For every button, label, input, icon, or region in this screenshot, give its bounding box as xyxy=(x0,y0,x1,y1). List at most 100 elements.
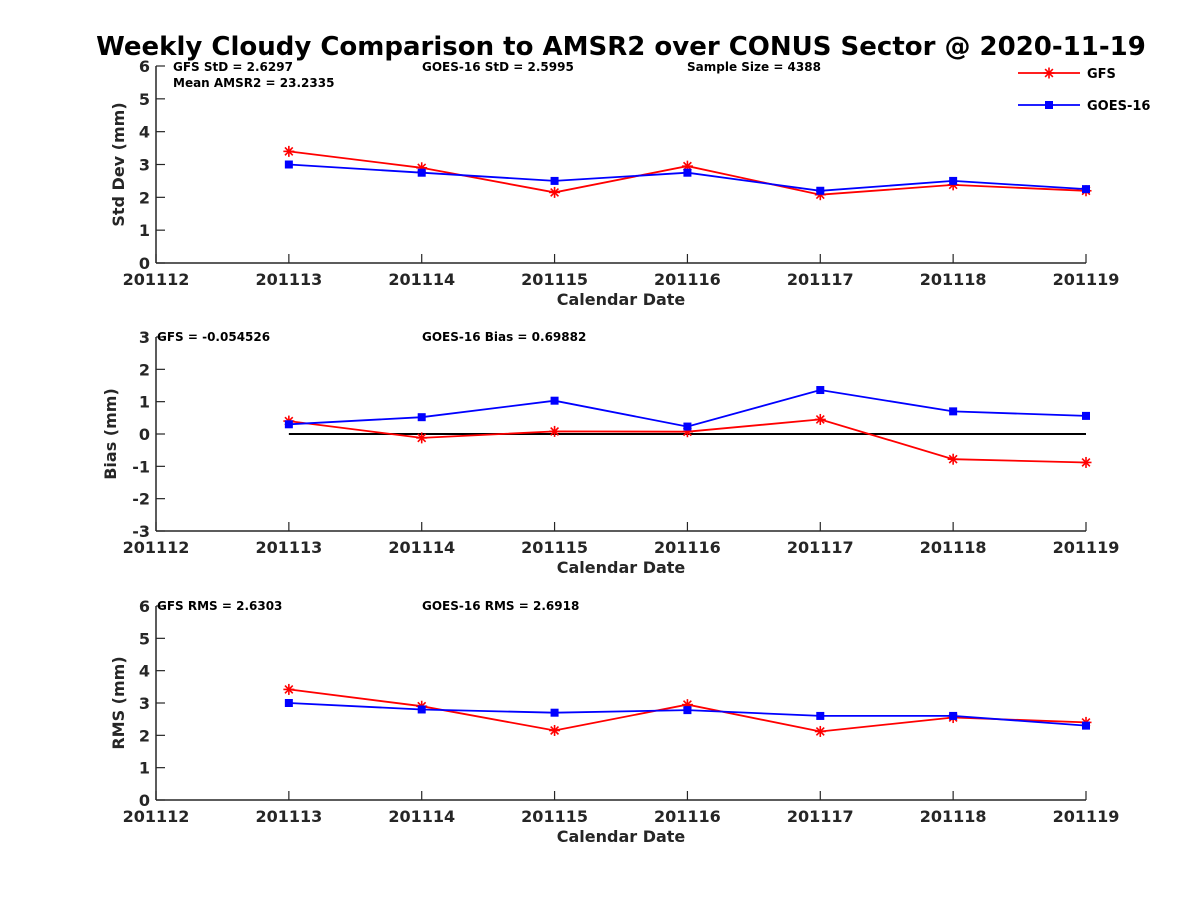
x-tick-label: 201114 xyxy=(388,807,455,826)
data-point-gfs xyxy=(814,725,826,737)
y-tick-label: 4 xyxy=(139,123,150,142)
legend-marker xyxy=(1045,101,1053,109)
y-tick-label: 6 xyxy=(139,597,150,616)
data-point-goes-16 xyxy=(683,168,692,177)
data-point-gfs xyxy=(549,724,561,736)
x-tick-label: 201113 xyxy=(255,538,322,557)
stat-annotation: GOES-16 RMS = 2.6918 xyxy=(422,599,579,613)
y-tick-label: 0 xyxy=(139,791,150,810)
legend-marker xyxy=(1043,67,1055,79)
x-tick-label: 201117 xyxy=(787,270,854,289)
data-point-gfs xyxy=(416,432,428,444)
y-tick-label: 5 xyxy=(139,90,150,109)
y-tick-label: -2 xyxy=(132,490,150,509)
x-tick-label: 201114 xyxy=(388,538,455,557)
series-goes-16 xyxy=(284,386,1090,431)
data-point-gfs xyxy=(947,453,959,465)
x-tick-label: 201115 xyxy=(521,538,588,557)
data-point-goes-16 xyxy=(949,407,958,416)
legend-entry: GFS xyxy=(1018,67,1116,82)
legend-label: GOES-16 xyxy=(1087,99,1150,114)
data-point-goes-16 xyxy=(417,413,426,422)
subplot-2: -3 -2 -1 0 1 2 3 201112 201113 201114 201115 201116… xyxy=(101,328,1119,577)
subplot-1: 0 1 2 3 4 5 6 201112 201113 201114 201115 201116 201… xyxy=(109,57,1119,309)
stat-annotation: Sample Size = 4388 xyxy=(687,60,821,74)
x-tick-label: 201118 xyxy=(920,270,987,289)
legend-label: GFS xyxy=(1087,67,1116,82)
y-tick-label: 2 xyxy=(139,188,150,207)
x-tick-label: 201117 xyxy=(787,538,854,557)
y-tick-label: 3 xyxy=(139,328,150,347)
x-tick-label: 201113 xyxy=(255,270,322,289)
x-tick-label: 201112 xyxy=(123,807,190,826)
data-point-goes-16 xyxy=(949,711,958,720)
x-tick-label: 201116 xyxy=(654,538,721,557)
data-point-goes-16 xyxy=(949,176,958,185)
x-tick-label: 201115 xyxy=(521,270,588,289)
x-tick-label: 201115 xyxy=(521,807,588,826)
y-tick-label: 1 xyxy=(139,393,150,412)
series-line-goes-16 xyxy=(288,389,1087,428)
data-point-goes-16 xyxy=(417,705,426,714)
y-tick-label: 1 xyxy=(139,759,150,778)
y-axis-title: Std Dev (mm) xyxy=(109,102,128,226)
data-point-goes-16 xyxy=(816,711,825,720)
data-point-goes-16 xyxy=(1082,721,1090,730)
x-tick-label: 201114 xyxy=(388,270,455,289)
data-point-goes-16 xyxy=(284,699,293,707)
x-tick-label: 201119 xyxy=(1053,807,1120,826)
data-point-goes-16 xyxy=(1082,185,1090,194)
data-point-goes-16 xyxy=(683,422,692,431)
data-point-goes-16 xyxy=(550,708,559,717)
x-tick-label: 201112 xyxy=(123,270,190,289)
data-point-gfs xyxy=(283,683,295,695)
y-tick-label: 2 xyxy=(139,360,150,379)
stat-annotation: GOES-16 Bias = 0.69882 xyxy=(422,330,586,344)
data-point-goes-16 xyxy=(816,186,825,195)
y-tick-label: -1 xyxy=(132,457,150,476)
x-tick-label: 201118 xyxy=(920,538,987,557)
legend: GFS GOES-16 xyxy=(1018,67,1150,114)
x-tick-label: 201116 xyxy=(654,270,721,289)
y-tick-label: 3 xyxy=(139,694,150,713)
y-tick-label: 2 xyxy=(139,726,150,745)
legend-entry: GOES-16 xyxy=(1018,99,1150,114)
stat-annotation: GFS = -0.054526 xyxy=(157,330,270,344)
data-point-goes-16 xyxy=(683,706,692,715)
data-point-goes-16 xyxy=(550,396,559,405)
data-point-goes-16 xyxy=(1082,411,1090,420)
data-point-gfs xyxy=(549,425,561,437)
data-point-goes-16 xyxy=(284,160,293,169)
y-axis-title: Bias (mm) xyxy=(101,388,120,480)
series-gfs xyxy=(283,413,1092,468)
data-point-gfs xyxy=(1080,456,1092,468)
x-axis-title: Calendar Date xyxy=(557,558,686,577)
stat-annotation: GFS RMS = 2.6303 xyxy=(157,599,282,613)
y-tick-label: 3 xyxy=(139,156,150,175)
stat-annotation: GFS StD = 2.6297 xyxy=(173,60,293,74)
x-tick-label: 201119 xyxy=(1053,270,1120,289)
subplot-3: 0 1 2 3 4 5 6 201112 201113 201114 201115 201116 201… xyxy=(109,597,1119,846)
y-tick-label: 4 xyxy=(139,662,150,681)
x-axis-title: Calendar Date xyxy=(557,827,686,846)
series-goes-16 xyxy=(284,160,1090,195)
y-tick-label: 6 xyxy=(139,57,150,76)
data-point-goes-16 xyxy=(816,386,825,395)
x-tick-label: 201119 xyxy=(1053,538,1120,557)
y-tick-label: 0 xyxy=(139,254,150,273)
y-axis-title: RMS (mm) xyxy=(109,656,128,749)
data-point-gfs xyxy=(549,186,561,198)
stat-annotation: Mean AMSR2 = 23.2335 xyxy=(173,76,334,90)
y-tick-label: 0 xyxy=(139,425,150,444)
x-tick-label: 201116 xyxy=(654,807,721,826)
data-point-goes-16 xyxy=(550,176,559,185)
data-point-gfs xyxy=(283,145,295,157)
data-point-goes-16 xyxy=(284,420,293,429)
x-axis-title: Calendar Date xyxy=(557,290,686,309)
x-tick-label: 201117 xyxy=(787,807,854,826)
x-tick-label: 201112 xyxy=(123,538,190,557)
x-tick-label: 201113 xyxy=(255,807,322,826)
stat-annotation: GOES-16 StD = 2.5995 xyxy=(422,60,574,74)
